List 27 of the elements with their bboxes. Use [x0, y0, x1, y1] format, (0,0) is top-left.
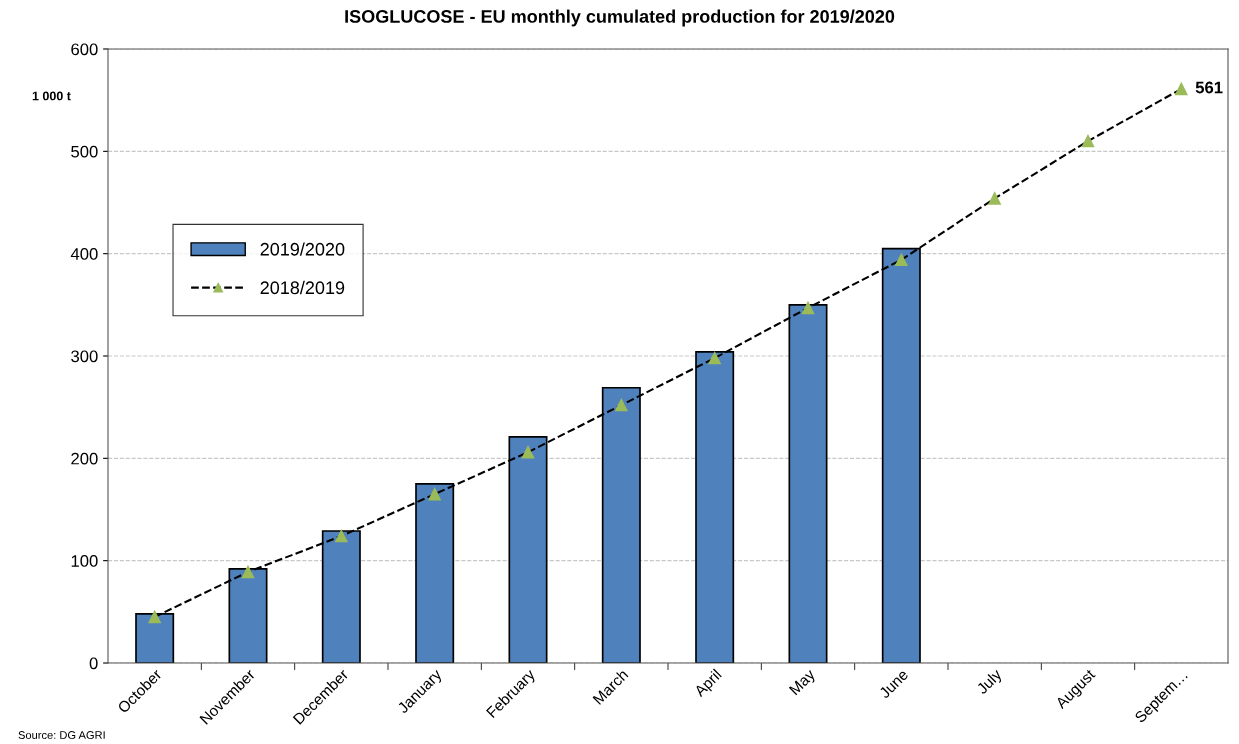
legend-label: 2018/2019 [260, 280, 345, 295]
y-tick-label: 100 [71, 555, 98, 567]
point [148, 610, 161, 624]
point [1175, 82, 1188, 96]
data-label: 561 [1195, 81, 1223, 94]
point [1081, 134, 1095, 148]
source-note: Source: DG AGRI [18, 731, 105, 739]
chart-title: ISOGLUCOSE - EU monthly cumulated production for 2019/2020 [345, 9, 895, 27]
y-tick-label: 400 [70, 248, 98, 260]
point [708, 351, 721, 365]
legend-label: 2019/2020 [260, 242, 345, 256]
point [521, 445, 535, 459]
point [241, 565, 255, 579]
point [988, 192, 1001, 205]
x-tick-label: July [975, 667, 1005, 697]
y-tick-label: 200 [71, 452, 98, 465]
point [801, 301, 815, 315]
point [428, 487, 441, 501]
x-tick-label: May [788, 668, 819, 698]
y-tick-label: 0 [89, 657, 98, 670]
y-tick-label: 500 [71, 145, 98, 158]
y-tick-label: 300 [71, 350, 98, 363]
y-tick-label: 600 [71, 43, 98, 56]
y-axis-title: 1 000 t [32, 91, 71, 101]
point [895, 253, 908, 267]
point [335, 529, 348, 543]
point [615, 398, 628, 412]
